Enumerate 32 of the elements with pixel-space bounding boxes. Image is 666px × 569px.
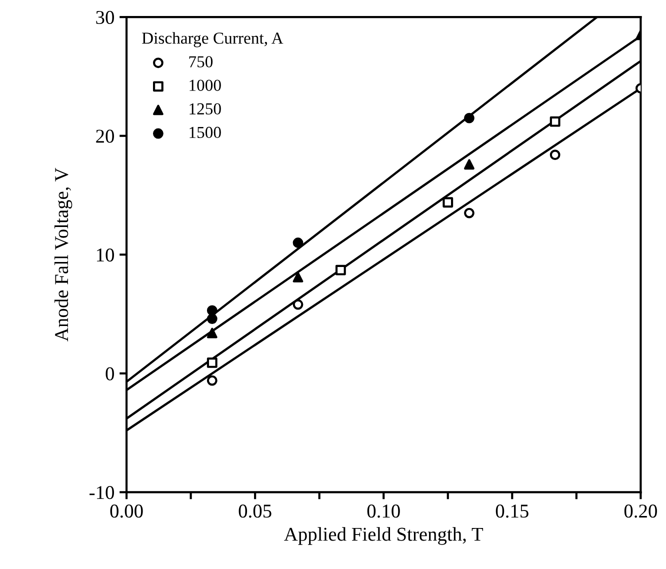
x-axis-title: Applied Field Strength, T [284,527,484,545]
legend-label: 1500 [190,126,221,138]
y-axis-title: Anode Fall Voltage, V [54,168,72,342]
legend-title: Discharge Current, A [142,32,284,48]
point [292,299,304,310]
point [335,264,346,276]
y-tick-label: 10 [97,248,114,262]
x-tick-label: 0.10 [367,504,400,518]
point [442,197,454,208]
x-tick-label: 0.05 [238,504,272,518]
x-tick-label: 0.20 [624,504,657,518]
point [206,375,218,386]
y-tick-label: 0 [106,367,114,380]
y-tick-label: 20 [96,130,114,143]
point [206,328,218,338]
legend-label: 1000 [190,80,221,91]
legend-label: 1250 [190,103,221,114]
x-tick-label: 0.00 [110,504,143,518]
point [464,208,474,218]
legend-label: 750 [189,56,213,68]
point [464,159,474,170]
point [550,150,560,160]
x-tick-label: 0.15 [496,504,528,518]
point [464,112,474,124]
point [206,358,218,368]
point [292,238,304,248]
point [550,116,560,127]
y-tick-label: -10 [90,486,114,500]
point [292,272,304,282]
y-tick-label: 30 [96,10,114,24]
point [206,305,218,316]
point [206,314,218,324]
